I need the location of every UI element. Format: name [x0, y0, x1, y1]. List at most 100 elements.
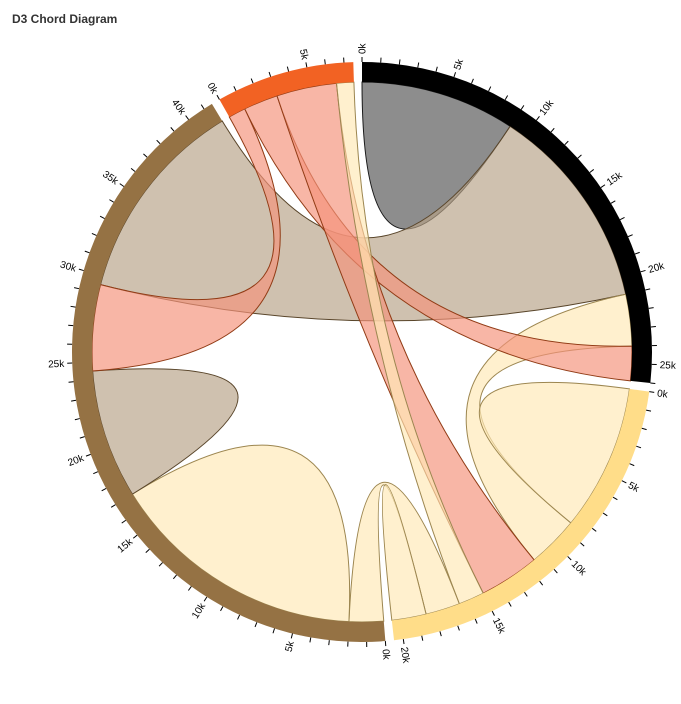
axis-tick — [324, 59, 326, 65]
tick-mark — [645, 288, 651, 291]
tick-mark — [290, 633, 293, 639]
tick-mark — [74, 418, 80, 421]
tick-mark — [156, 139, 161, 145]
axis-tick — [91, 232, 97, 236]
tick-label: 10k — [569, 559, 589, 579]
axis-tick — [636, 445, 642, 449]
axis-tick — [524, 591, 528, 597]
group-arc-1[interactable] — [391, 388, 650, 641]
tick-mark — [539, 580, 544, 586]
group-arc-3[interactable] — [219, 62, 354, 117]
tick-label: 5k — [452, 57, 466, 71]
axis-tick — [577, 154, 582, 159]
tick-mark — [640, 269, 646, 273]
tick-mark — [328, 640, 330, 646]
axis-tick — [84, 250, 90, 254]
tick-mark — [457, 625, 460, 631]
tick-mark — [109, 199, 114, 203]
axis-tick — [220, 606, 224, 612]
axis-tick — [145, 548, 150, 554]
axis-tick — [488, 86, 492, 92]
axis-tick — [130, 168, 136, 172]
axis-tick — [648, 307, 654, 309]
chord-ribbon-4[interactable] — [478, 381, 631, 524]
axis-tick — [200, 104, 205, 110]
tick-mark — [488, 86, 492, 92]
tick-mark — [398, 59, 401, 65]
tick-mark — [268, 71, 272, 77]
tick-mark — [553, 568, 558, 574]
axis-tick — [520, 105, 525, 110]
tick-mark — [91, 232, 97, 236]
tick-mark — [589, 169, 595, 173]
axis-tick: 15k — [600, 170, 625, 189]
axis-tick — [143, 153, 148, 158]
axis-tick — [619, 216, 625, 221]
axis-tick — [172, 574, 177, 580]
tick-mark — [79, 436, 85, 439]
tick-label: 5k — [626, 480, 641, 495]
tick-mark — [435, 66, 438, 72]
axis-tick: 30k — [59, 259, 84, 275]
tick-mark — [143, 153, 148, 158]
axis-tick: 20k — [398, 638, 411, 665]
tick-label: 0k — [380, 649, 392, 661]
tick-mark — [119, 183, 125, 187]
axis-tick — [121, 519, 127, 524]
axis-tick — [237, 614, 241, 620]
chord-ribbon-10[interactable] — [92, 368, 239, 495]
chord-ribbon-11[interactable] — [91, 108, 281, 372]
tick-mark — [99, 215, 105, 219]
axis-tick: 20k — [67, 453, 91, 469]
axis-tick — [435, 66, 438, 72]
chord-ribbons — [91, 81, 633, 623]
axis-tick — [110, 504, 116, 508]
chord-ribbon-6[interactable] — [335, 81, 484, 605]
axis-tick — [109, 199, 114, 203]
tick-mark — [567, 556, 572, 561]
axis-tick — [641, 427, 647, 431]
tick-mark — [536, 116, 540, 121]
tick-mark — [577, 154, 582, 159]
tick-mark — [233, 86, 237, 92]
tick-mark — [216, 94, 220, 100]
tick-mark — [453, 72, 457, 78]
tick-mark — [324, 59, 326, 65]
axis-tick — [474, 618, 478, 624]
axis-tick — [629, 463, 635, 467]
axis-tick — [286, 66, 290, 72]
tick-mark — [474, 618, 478, 624]
tick-mark — [85, 453, 91, 457]
tick-mark — [471, 78, 474, 84]
axis-tick — [233, 86, 237, 92]
axis-tick — [170, 127, 175, 132]
tick-mark — [305, 62, 308, 68]
axis-tick — [508, 601, 512, 607]
tick-label: 15k — [490, 616, 508, 636]
axis-tick — [589, 169, 595, 173]
axis-tick — [645, 288, 651, 291]
axis-tick: 10k — [536, 98, 557, 121]
tick-mark — [68, 381, 74, 383]
tick-mark — [132, 534, 138, 539]
axis-tick — [421, 635, 424, 641]
tick-label: 15k — [605, 170, 625, 189]
axis-tick: 5k — [452, 57, 466, 78]
tick-mark — [309, 637, 312, 643]
tick-label: 10k — [538, 98, 557, 118]
tick-mark — [508, 601, 512, 607]
axis-tick — [309, 637, 312, 643]
tick-mark — [602, 512, 608, 517]
group-arcs — [71, 62, 653, 643]
tick-mark — [610, 200, 616, 204]
tick-mark — [612, 496, 618, 501]
tick-mark — [550, 127, 555, 133]
tick-mark — [591, 527, 597, 532]
tick-mark — [110, 504, 116, 508]
axis-tick — [74, 287, 80, 290]
axis-tick — [591, 527, 597, 532]
axis-tick: 0k — [358, 42, 369, 62]
page-title: D3 Chord Diagram — [12, 12, 118, 26]
chord-ribbon-8[interactable] — [381, 484, 427, 621]
